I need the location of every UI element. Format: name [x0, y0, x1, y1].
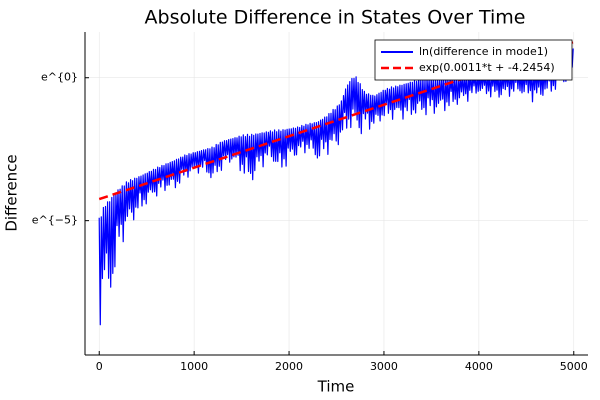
legend-box — [374, 39, 573, 81]
x-tick-label-0: 0 — [96, 360, 103, 373]
x-tick-label-2: 2000 — [275, 360, 303, 373]
x-tick-label-4: 4000 — [465, 360, 493, 373]
x-tick-label-1: 1000 — [180, 360, 208, 373]
y-axis-label: Difference — [3, 154, 21, 231]
axes — [84, 32, 588, 356]
legend: ln(difference in mode1) exp(0.0011*t + -… — [374, 39, 573, 81]
x-tick-label-5: 5000 — [560, 360, 588, 373]
legend-label-0: ln(difference in mode1) — [419, 45, 548, 58]
x-axis-label: Time — [317, 378, 355, 396]
y-tick-label-1: e^{−5} — [32, 214, 78, 227]
chart-title: Absolute Difference in States Over Time — [145, 7, 526, 29]
y-tick-label-0: e^{0} — [41, 71, 78, 84]
legend-label-1: exp(0.0011*t + -4.2454) — [419, 61, 555, 74]
x-tick-label-3: 3000 — [370, 360, 398, 373]
ticks: 0 1000 2000 3000 4000 5000 e^{0} e^{−5} — [32, 71, 588, 373]
